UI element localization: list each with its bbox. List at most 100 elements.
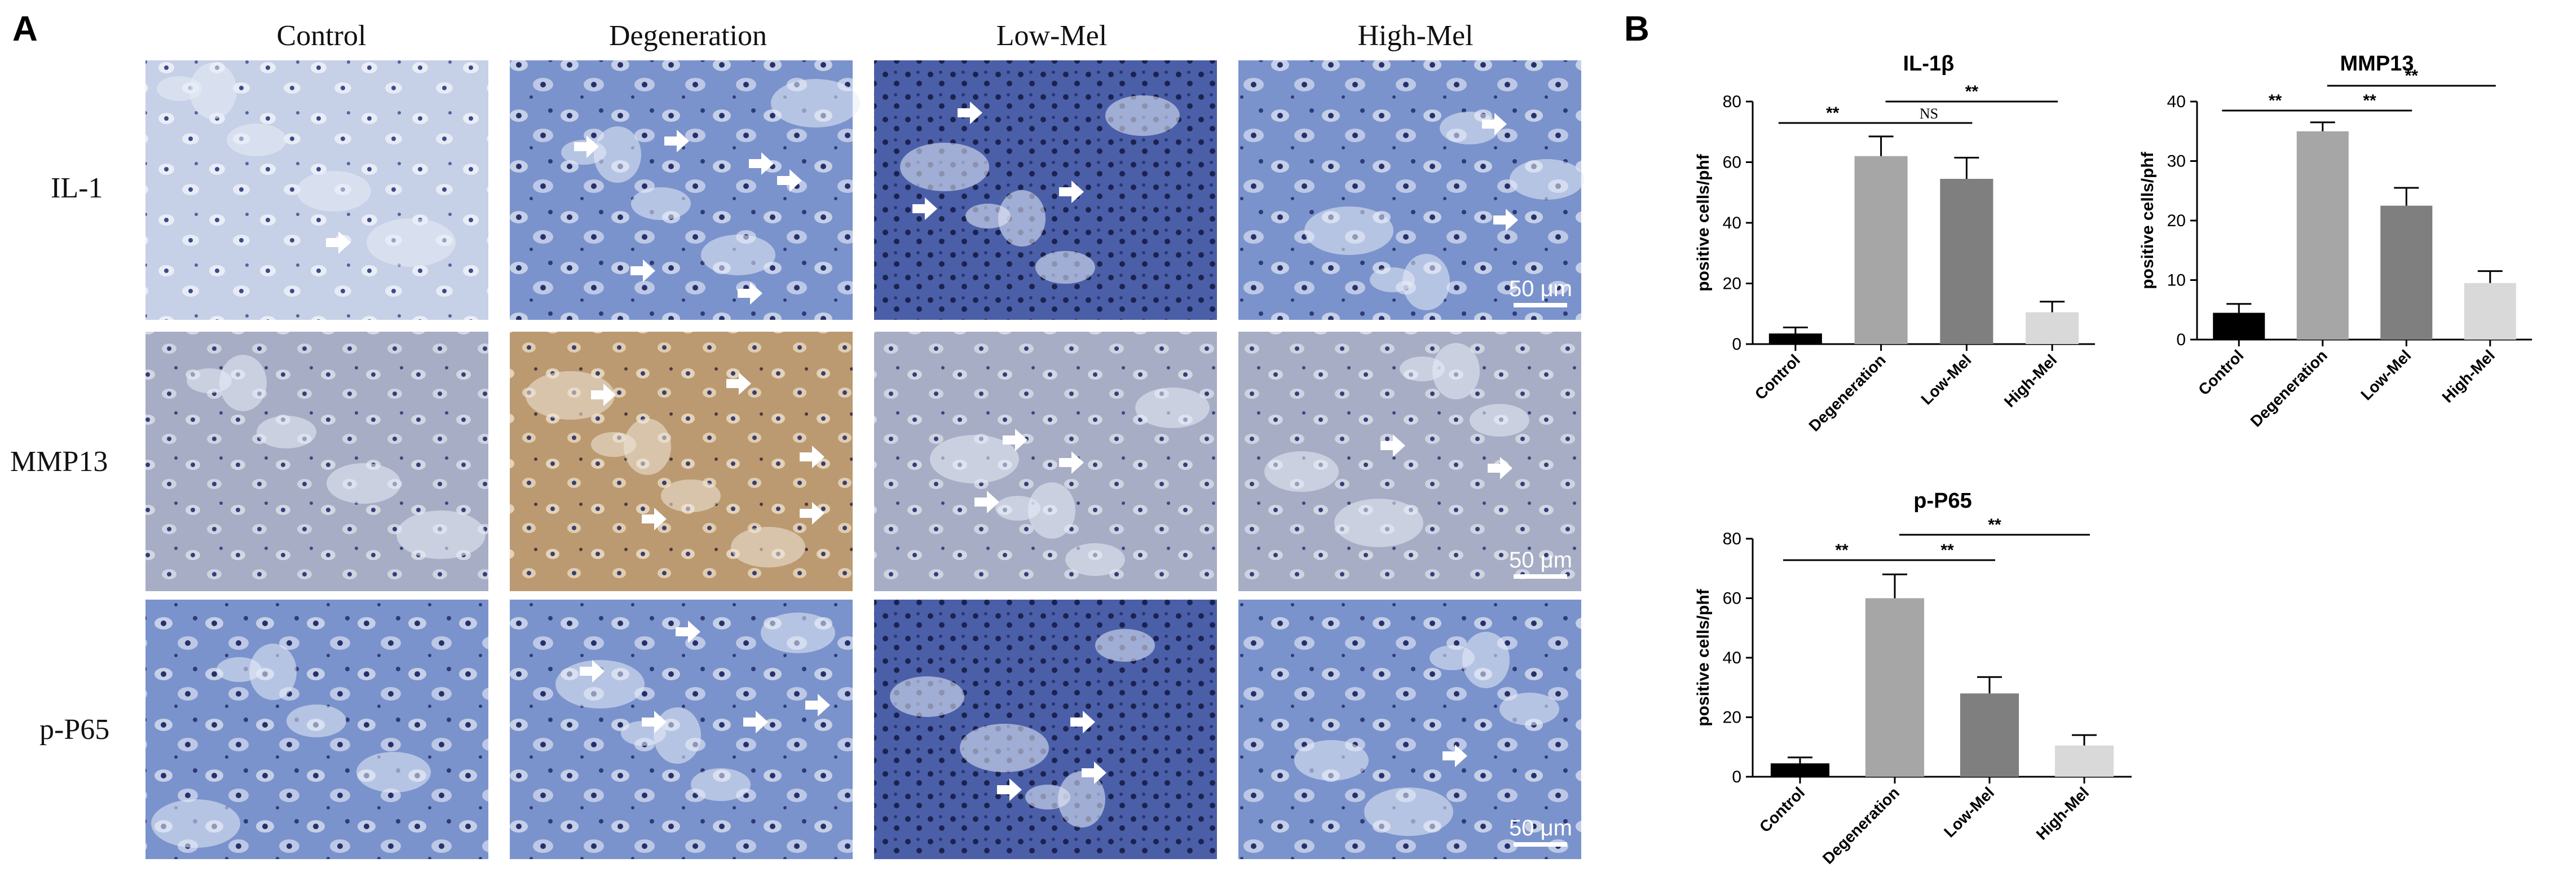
arrow-icon	[664, 130, 689, 152]
bar-high-mel	[2026, 312, 2079, 344]
arrow-icon	[1493, 209, 1518, 231]
arrow-icon	[1070, 711, 1095, 733]
row-label-mmp13: MMP13	[10, 446, 108, 478]
significance-label: NS	[1920, 105, 1938, 122]
arrow-icon	[912, 197, 937, 220]
arrow-icon	[749, 152, 774, 175]
scale-bar: 50 μm	[1509, 276, 1572, 307]
scale-bar-label: 50 μm	[1509, 816, 1572, 840]
column-label-low-mel: Low-Mel	[996, 20, 1107, 52]
y-tick-label: 0	[2176, 331, 2186, 349]
significance-label: **	[2405, 67, 2419, 85]
bar-low-mel	[1940, 179, 1993, 344]
arrow-icon	[800, 502, 824, 525]
bar-degeneration	[2296, 131, 2349, 340]
micrograph-p-p65-low-mel	[874, 600, 1217, 859]
chart-p-p65: p-P65 0 20 40 60 80 positive cells/phf Control D…	[1694, 489, 2132, 868]
y-tick-label: 80	[1723, 530, 1741, 548]
scale-bar-label: 50 μm	[1509, 548, 1572, 573]
arrow-icon	[1082, 762, 1106, 784]
y-tick-label: 20	[1723, 708, 1741, 727]
arrow-icon	[974, 491, 999, 513]
arrow-icon	[805, 694, 830, 716]
micrograph-il-1-high-mel	[1238, 60, 1584, 320]
significance-label: **	[1835, 541, 1849, 560]
x-tick-label: Degeneration	[2247, 346, 2331, 430]
bar-high-mel	[2054, 745, 2114, 777]
scale-bar: 50 μm	[1509, 816, 1572, 847]
micrograph-il-1-degeneration	[510, 60, 860, 320]
arrow-icon	[1488, 457, 1512, 479]
bar-control	[2213, 313, 2265, 340]
x-tick-label: High-Mel	[2438, 346, 2498, 406]
column-label-degeneration: Degeneration	[609, 20, 767, 52]
significance-label: **	[1965, 82, 1979, 101]
y-tick-label: 60	[1723, 153, 1741, 172]
micrograph-mmp13-low-mel	[874, 332, 1217, 591]
y-tick-label: 40	[1723, 214, 1741, 232]
bar-control	[1768, 333, 1822, 344]
row-label-p-p65: p-P65	[39, 714, 109, 746]
chart-title: p-P65	[1913, 489, 1971, 513]
bar-degeneration	[1865, 598, 1925, 777]
row-labels: IL-1 MMP13 p-P65	[10, 172, 109, 746]
significance-label: **	[1826, 104, 1840, 122]
x-tick-label: Low-Mel	[1918, 351, 1975, 408]
arrow-icon	[1003, 429, 1027, 451]
chart-il-1-: IL-1β 0 20 40 60 80 positive cells/phf Control D…	[1694, 52, 2095, 435]
panel-a-micrographs: A Control Degeneration Low-Mel High-Mel …	[10, 10, 1584, 859]
significance-label: **	[2269, 91, 2282, 110]
y-tick-label: 0	[1732, 335, 1741, 354]
arrow-icon	[726, 372, 751, 395]
arrow-icon	[630, 259, 655, 282]
arrow-icon	[738, 282, 762, 305]
x-tick-label: Control	[1756, 784, 1808, 835]
y-tick-label: 20	[1723, 275, 1741, 293]
micrograph-p-p65-high-mel	[1238, 600, 1581, 859]
arrow-icon	[800, 446, 824, 468]
micrograph-p-p65-degeneration	[510, 600, 853, 859]
panel-b-charts: B IL-1β 0 20 40 60 80 positive cells/phf Contro…	[1624, 10, 2532, 868]
x-tick-label: Control	[2195, 346, 2247, 398]
x-tick-label: Low-Mel	[1940, 784, 1997, 840]
x-tick-label: Low-Mel	[2357, 346, 2414, 403]
y-tick-label: 20	[2167, 212, 2186, 230]
column-label-control: Control	[277, 20, 367, 52]
y-axis-label: positive cells/phf	[1694, 153, 1713, 291]
bar-low-mel	[2380, 205, 2433, 340]
arrow-icon	[326, 231, 351, 254]
arrow-icon	[743, 711, 768, 733]
arrow-icon	[591, 384, 616, 406]
chart-mmp13: MMP13 0 10 20 30 40 positive cells/phf Control D…	[2138, 52, 2532, 430]
y-tick-label: 80	[1723, 93, 1741, 111]
y-tick-label: 40	[2167, 93, 2186, 111]
arrow-icon	[1443, 745, 1467, 767]
micrograph-mmp13-degeneration	[510, 332, 853, 591]
panel-b-letter: B	[1624, 10, 1649, 49]
significance-label: **	[2363, 91, 2376, 110]
micrograph-mmp13-high-mel	[1238, 332, 1581, 591]
panel-a-letter: A	[12, 10, 38, 49]
micrograph-mmp13-control	[145, 332, 488, 591]
y-tick-label: 30	[2167, 152, 2186, 171]
micrograph-p-p65-control	[145, 600, 488, 859]
y-axis-label: positive cells/phf	[1694, 588, 1713, 726]
bar-degeneration	[1854, 156, 1908, 344]
arrow-icon	[997, 778, 1022, 801]
x-tick-label: Degeneration	[1805, 351, 1889, 434]
x-tick-label: High-Mel	[2001, 351, 2061, 411]
arrow-icon	[1380, 434, 1405, 457]
column-labels: Control Degeneration Low-Mel High-Mel	[277, 20, 1474, 52]
y-axis-label: positive cells/phf	[2138, 151, 2157, 289]
chart-title: MMP13	[2340, 52, 2414, 76]
row-label-il-1: IL-1	[51, 172, 103, 204]
scale-bar: 50 μm	[1509, 548, 1572, 579]
y-tick-label: 10	[2167, 271, 2186, 290]
bar-high-mel	[2464, 283, 2516, 340]
arrow-icon	[574, 135, 599, 158]
scale-bar-label: 50 μm	[1509, 276, 1572, 301]
arrow-icon	[1059, 181, 1084, 203]
bar-low-mel	[1960, 693, 2019, 777]
y-tick-label: 0	[1732, 768, 1741, 786]
